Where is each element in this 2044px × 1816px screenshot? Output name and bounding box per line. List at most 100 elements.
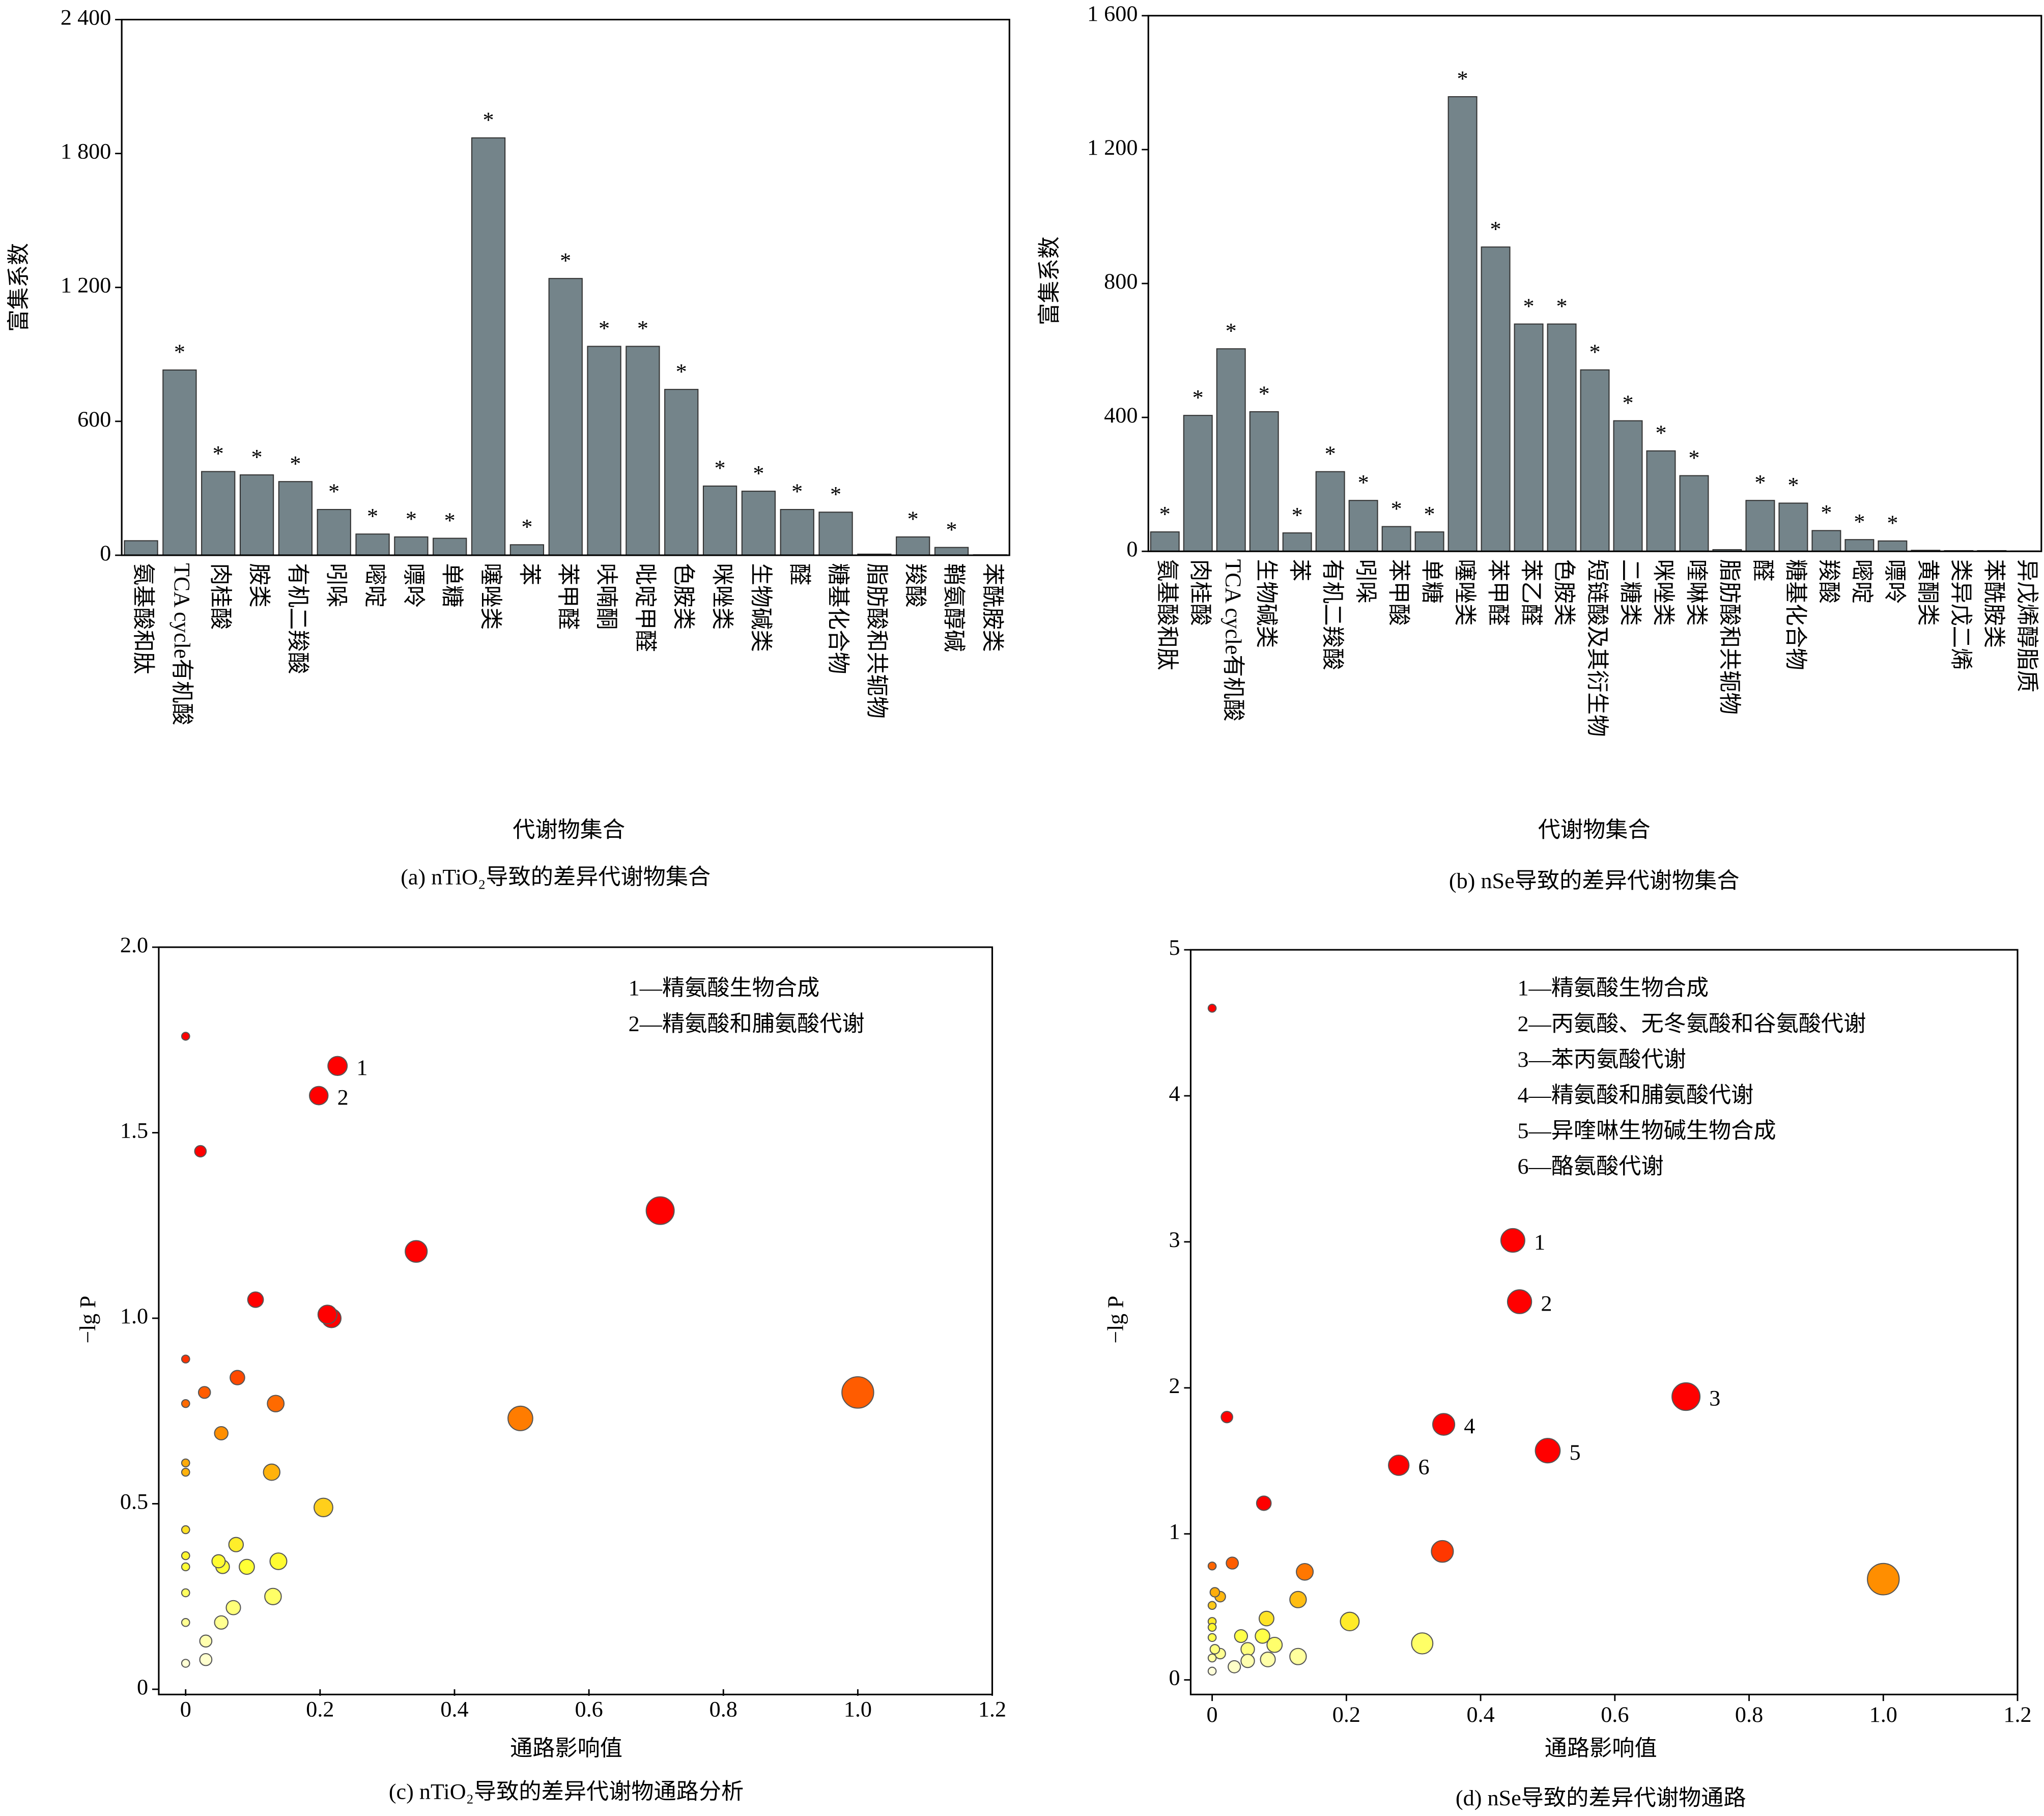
- pathway-point: [405, 1240, 428, 1263]
- bar: [433, 537, 467, 556]
- bar: [780, 509, 814, 556]
- pathway-point: [181, 1562, 190, 1572]
- pathway-point: [267, 1395, 285, 1412]
- pathway-point: [197, 1386, 211, 1399]
- point-label: 1: [1534, 1230, 1545, 1255]
- pathway-point: [239, 1558, 255, 1575]
- y-axis-label: 富集系数: [1037, 237, 1062, 326]
- pathway-point: [1411, 1632, 1434, 1655]
- bar: [201, 471, 236, 556]
- y-tick-label: 0: [1169, 1666, 1180, 1690]
- x-tick-label: 0.8: [709, 1697, 737, 1722]
- bar: [1216, 348, 1246, 552]
- x-tick-label: 有机二羧酸: [1320, 559, 1345, 670]
- pathway-point: [181, 1399, 190, 1408]
- bar: [1580, 369, 1610, 552]
- y-tick-label: 2 400: [61, 6, 111, 30]
- pathway-point: [1432, 1413, 1456, 1436]
- x-tick-label: 氨基酸和肽: [1155, 559, 1179, 670]
- pathway-point: [181, 1588, 190, 1598]
- x-tick-label: 短链酸及其衍生物: [1584, 559, 1609, 737]
- bar: [934, 547, 969, 556]
- point-label: 6: [1418, 1455, 1430, 1480]
- y-tick-label: 600: [77, 407, 111, 432]
- significance-mark: *: [1358, 471, 1369, 495]
- x-tick-label: 嘧啶: [362, 563, 387, 607]
- significance-mark: *: [1556, 294, 1567, 319]
- x-tick-label: 脂肪酸和共轭物: [1717, 559, 1741, 715]
- x-tick-label: 嘧啶: [1849, 559, 1873, 604]
- x-tick-label: 0.4: [1466, 1702, 1494, 1727]
- x-tick-label: 苯: [517, 563, 541, 585]
- y-tick-label: 0: [100, 541, 111, 565]
- bar: [1778, 502, 1808, 552]
- y-tick-label: 0: [1126, 537, 1138, 561]
- x-tick-label: 0: [180, 1697, 191, 1722]
- significance-mark: *: [753, 462, 764, 486]
- bar: [1315, 471, 1345, 552]
- bar: [317, 509, 351, 556]
- y-tick-label: 0: [137, 1675, 148, 1699]
- pathway-point: [1260, 1652, 1276, 1667]
- pathway-point: [1266, 1636, 1283, 1653]
- bar: [1414, 531, 1444, 552]
- significance-mark: *: [676, 360, 687, 384]
- bar: [162, 369, 197, 556]
- significance-mark: *: [830, 483, 841, 507]
- pathway-point: [1388, 1454, 1410, 1476]
- bar: [1282, 532, 1312, 552]
- significance-mark: *: [290, 452, 301, 476]
- caption: (d) nSe导致的差异代谢物通路: [1456, 1786, 1746, 1810]
- x-tick-label: 1.2: [2003, 1702, 2031, 1727]
- y-tick-label: 4: [1169, 1082, 1180, 1106]
- x-tick-label: 糖基化合物: [826, 563, 850, 674]
- pathway-point: [1234, 1629, 1248, 1643]
- point-label: 2: [337, 1086, 349, 1110]
- x-axis-label: 代谢物集合: [513, 818, 625, 842]
- significance-mark: *: [251, 445, 263, 470]
- bar: [278, 481, 313, 556]
- x-tick-label: 苯甲醛: [555, 563, 580, 630]
- significance-mark: *: [791, 479, 803, 504]
- x-tick-label: 0.2: [1332, 1702, 1360, 1727]
- x-tick-label: 二糖类: [1617, 559, 1642, 626]
- pathway-point: [1289, 1648, 1307, 1665]
- significance-mark: *: [213, 442, 224, 466]
- x-tick-label: 苯酰胺类: [1981, 559, 2006, 648]
- significance-mark: *: [1292, 503, 1303, 528]
- pathway-point: [327, 1056, 348, 1076]
- x-tick-label: 类异戊二烯: [1948, 559, 1973, 670]
- pathway-point: [1240, 1654, 1255, 1668]
- legend-note: 4—精氨酸和脯氨酸代谢: [1517, 1083, 1753, 1108]
- pathway-point: [1207, 1653, 1217, 1663]
- significance-mark: *: [1457, 67, 1468, 91]
- significance-mark: *: [560, 249, 571, 273]
- x-tick-label: 糖基化合物: [1783, 559, 1807, 670]
- bar: [702, 485, 737, 556]
- x-tick-label: 吡啶甲醛: [633, 563, 657, 652]
- pathway-point: [1220, 1411, 1233, 1424]
- pathway-point: [841, 1376, 874, 1409]
- pathway-point: [225, 1600, 241, 1615]
- bar: [239, 474, 274, 556]
- bar: [1844, 539, 1875, 552]
- point-label: 4: [1464, 1414, 1475, 1438]
- y-tick-label: 1 800: [61, 139, 111, 164]
- significance-mark: *: [1259, 382, 1270, 406]
- pathway-point: [199, 1653, 213, 1666]
- bar: [1613, 420, 1643, 552]
- bar: [124, 540, 158, 556]
- significance-mark: *: [1887, 511, 1898, 535]
- pathway-point: [228, 1537, 244, 1552]
- x-tick-label: 单糖: [1419, 559, 1443, 604]
- pathway-point: [199, 1634, 213, 1648]
- x-tick-label: 羧酸: [903, 563, 928, 607]
- significance-mark: *: [444, 508, 456, 533]
- pathway-point: [181, 1458, 190, 1468]
- pathway-point: [1507, 1289, 1532, 1314]
- x-tick-label: 0.2: [306, 1697, 334, 1722]
- bar: [818, 512, 853, 556]
- pathway-point: [1431, 1540, 1454, 1563]
- x-tick-label: 0: [1207, 1702, 1218, 1727]
